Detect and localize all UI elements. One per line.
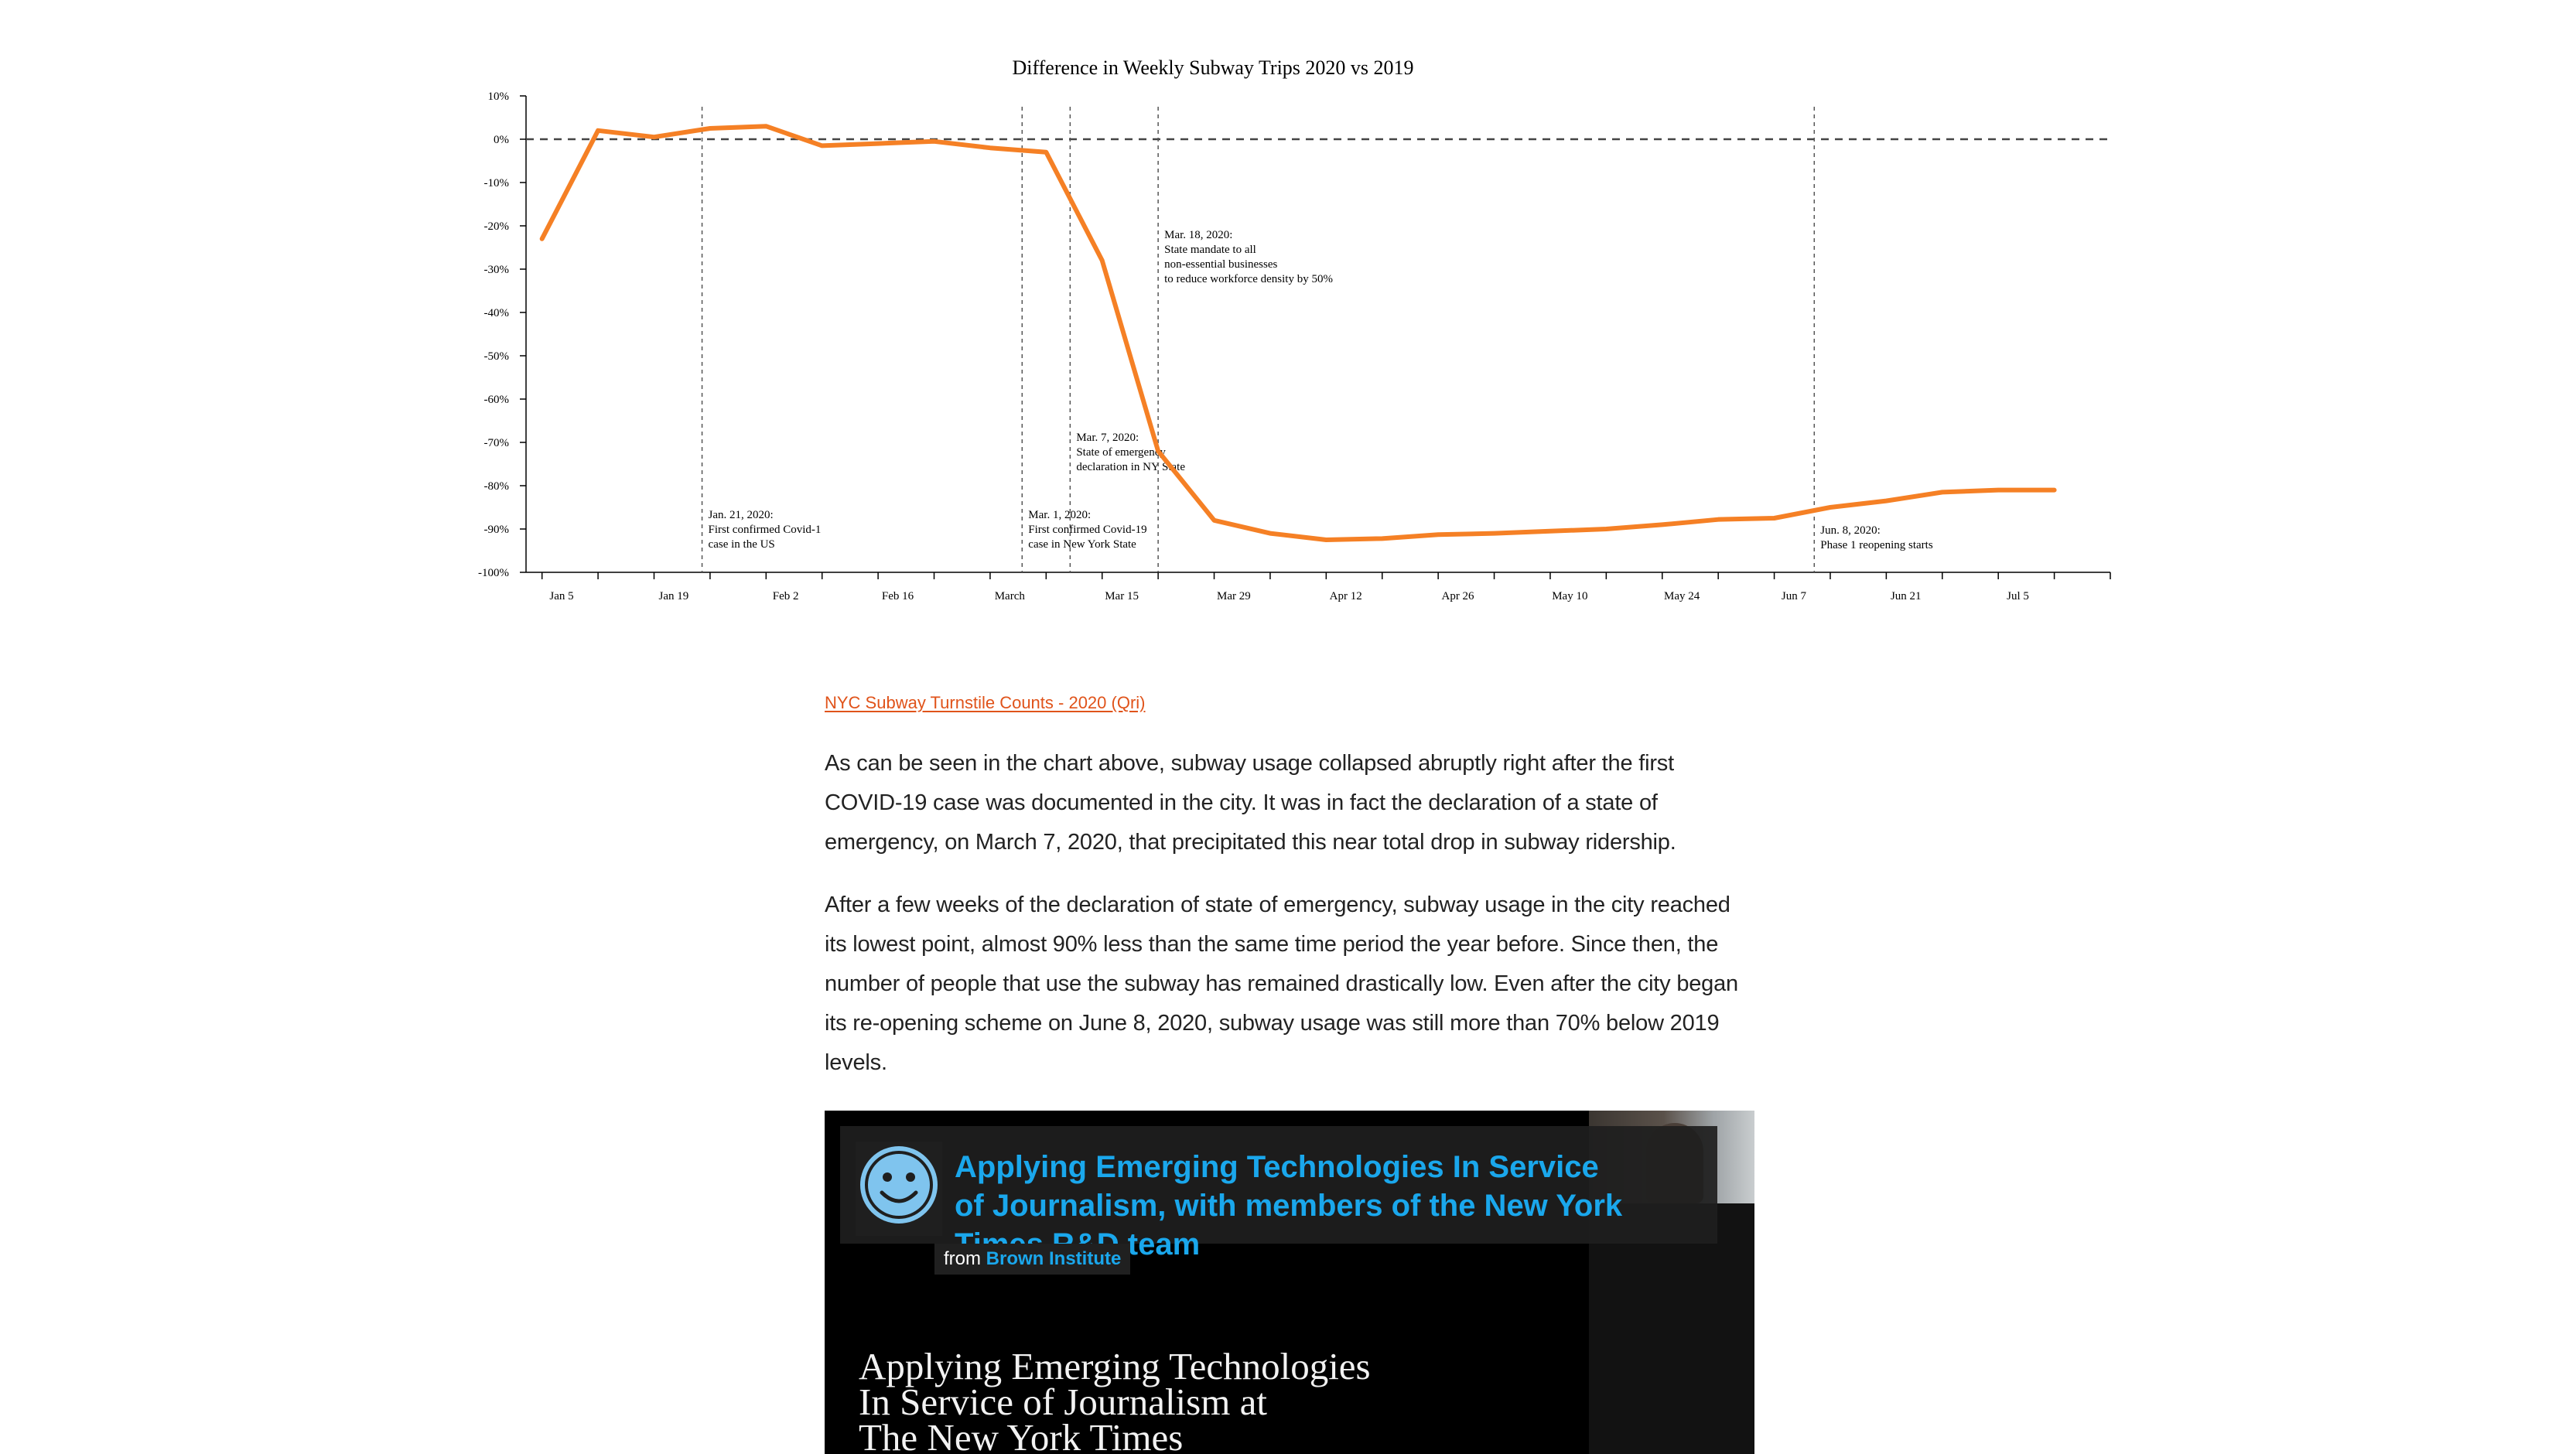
x-tick-label: Jan 19: [658, 590, 688, 602]
slide-line: In Service of Journalism at: [859, 1381, 1267, 1423]
video-byline: from Brown Institute: [934, 1244, 1131, 1275]
article-paragraph: As can be seen in the chart above, subwa…: [825, 751, 1676, 855]
x-tick-label: Apr 26: [1441, 590, 1474, 602]
x-tick-label: Apr 12: [1330, 590, 1362, 602]
y-tick-label: 10%: [488, 90, 510, 103]
y-tick-label: -40%: [484, 307, 510, 319]
x-tick-label: Mar 29: [1217, 590, 1251, 602]
y-tick-label: 0%: [494, 134, 509, 146]
annotation-text: Jan. 21, 2020:: [709, 509, 774, 521]
annotation-text: First confirmed Covid-19: [1028, 524, 1146, 536]
y-tick-label: -80%: [484, 480, 510, 493]
annotation-text: case in the US: [709, 538, 775, 551]
x-tick-label: Feb 16: [882, 590, 914, 602]
x-tick-label: Jun 21: [1891, 590, 1922, 602]
x-tick-label: May 24: [1664, 590, 1700, 602]
y-tick-label: -20%: [484, 220, 510, 233]
annotation-text: First confirmed Covid-1: [709, 524, 822, 536]
y-tick-label: -30%: [484, 264, 510, 276]
annotation-text: State of emergency: [1076, 446, 1166, 459]
annotation-text: State mandate to all: [1164, 244, 1256, 256]
video-embed[interactable]: Applying Emerging Technologies In Servic…: [825, 1111, 1754, 1454]
smiley-icon: [860, 1146, 938, 1224]
subway-trips-chart: Difference in Weekly Subway Trips 2020 v…: [478, 56, 2111, 602]
y-tick-label: -70%: [484, 437, 510, 449]
slide-line: The New York Times: [859, 1416, 1184, 1454]
video-slide-text: Applying Emerging Technologies In Servic…: [859, 1345, 1447, 1454]
channel-avatar[interactable]: [856, 1142, 942, 1236]
annotation-text: Mar. 1, 2020:: [1028, 509, 1091, 521]
x-tick-label: Mar 15: [1105, 590, 1139, 602]
article-body: NYC Subway Turnstile Counts - 2020 (Qri)…: [825, 688, 1753, 1083]
y-tick-label: -90%: [484, 524, 510, 536]
x-tick-label: May 10: [1552, 590, 1587, 602]
video-title-bar: Applying Emerging Technologies In Servic…: [840, 1126, 1717, 1261]
slide-line: Applying Emerging Technologies: [859, 1345, 1371, 1387]
x-tick-label: Feb 2: [773, 590, 799, 602]
x-tick-label: Jun 7: [1782, 590, 1807, 602]
y-tick-label: -50%: [484, 350, 510, 363]
series-line: [539, 124, 2057, 542]
x-tick-label: Jul 5: [2007, 590, 2029, 602]
source-link[interactable]: NYC Subway Turnstile Counts - 2020 (Qri): [825, 693, 1146, 712]
chart-title: Difference in Weekly Subway Trips 2020 v…: [1012, 56, 1413, 79]
annotation-text: non-essential businesses: [1164, 258, 1277, 271]
x-tick-label: March: [995, 590, 1026, 602]
annotation-text: Jun. 8, 2020:: [1820, 524, 1881, 537]
annotation-text: Mar. 18, 2020:: [1164, 229, 1232, 241]
annotation-text: case in New York State: [1028, 538, 1136, 551]
x-tick-label: Jan 5: [549, 590, 573, 602]
annotation-text: Mar. 7, 2020:: [1076, 432, 1139, 444]
byline-prefix: from: [944, 1248, 981, 1269]
annotation-text: Phase 1 reopening starts: [1820, 539, 1933, 551]
y-tick-label: -100%: [478, 567, 509, 579]
byline-channel-link[interactable]: Brown Institute: [986, 1248, 1122, 1269]
annotation-text: to reduce workforce density by 50%: [1164, 273, 1333, 285]
article-paragraph: After a few weeks of the declaration of …: [825, 893, 1738, 1075]
y-tick-label: -60%: [484, 394, 510, 406]
y-tick-label: -10%: [484, 177, 510, 189]
